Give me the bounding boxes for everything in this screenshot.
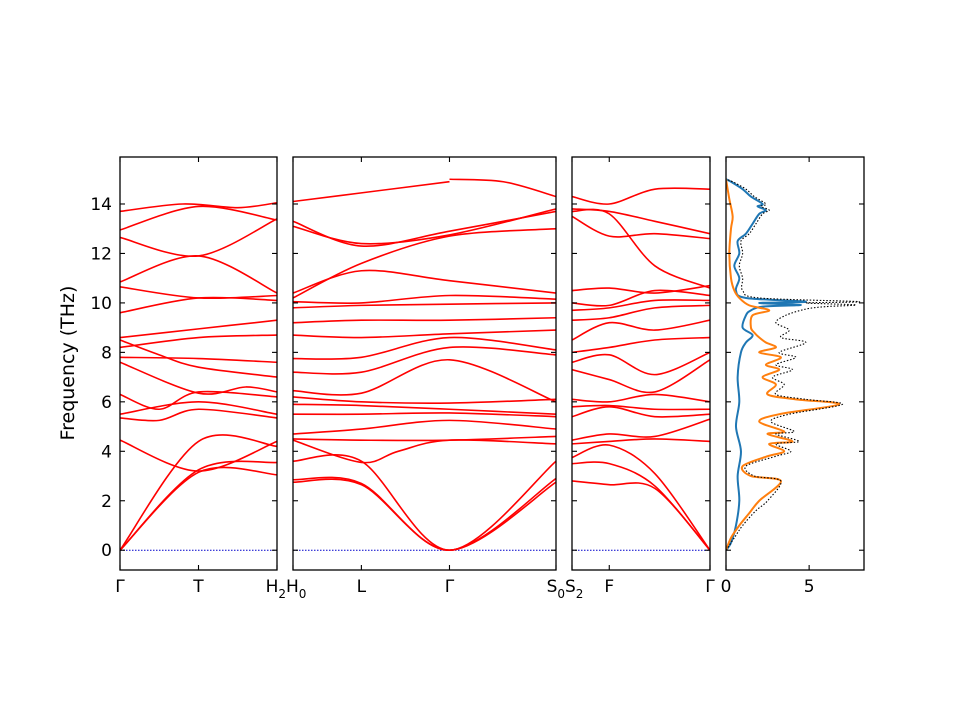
- phonon-band-10: [293, 358, 556, 403]
- phonon-band-8: [120, 361, 277, 395]
- y-axis-label: Frequency (THz): [57, 286, 79, 441]
- dos-curve-3: [726, 178, 860, 551]
- phonon-band-2: [293, 476, 556, 552]
- dos-curves: [726, 178, 860, 551]
- x-tick-label: H2: [266, 577, 286, 601]
- phonon-band-9: [293, 396, 556, 404]
- phonon-band-2: [572, 461, 710, 551]
- phonon-band-8: [293, 403, 556, 415]
- phonon-band-18: [572, 215, 710, 240]
- x-tick-label: L: [357, 577, 367, 597]
- band-lines: [120, 201, 277, 551]
- y-tick-label: 12: [90, 244, 112, 264]
- band-panels: 0 2 4 6 8 10 12 14 Γ T H2 H0 L Γ S0 S2 F Γ: [90, 156, 715, 601]
- phonon-band-16: [572, 284, 710, 294]
- phonon-band-22: [449, 178, 556, 198]
- phonon-band-13: [293, 329, 556, 339]
- phonon-band-5: [120, 408, 277, 422]
- band-panel-2: H0 L Γ S0: [286, 156, 565, 601]
- y-tick-label: 4: [101, 442, 112, 462]
- phonon-band-11: [293, 346, 556, 375]
- phonon-band-4: [120, 439, 277, 472]
- y-tick-label: 0: [101, 541, 112, 561]
- phonon-band-5: [293, 435, 556, 442]
- phonon-band-11: [572, 336, 710, 354]
- y-tick-label: 10: [90, 294, 112, 314]
- phonon-band-6: [293, 419, 556, 435]
- phonon-band-19: [572, 208, 710, 235]
- panel-frame: [292, 156, 557, 571]
- band-lines: [572, 187, 710, 551]
- dos-frame: [725, 156, 865, 571]
- x-tick-label: Γ: [115, 577, 125, 597]
- phonon-band-13: [572, 304, 710, 322]
- dos-curve-2: [726, 179, 841, 551]
- phonon-band-9: [572, 359, 710, 394]
- phonon-band-6: [572, 405, 710, 418]
- phonon-band-3: [120, 434, 277, 551]
- phonon-band-17: [120, 205, 277, 231]
- phonon-band-7: [120, 390, 277, 411]
- phonon-band-3: [572, 444, 710, 551]
- phonon-band-12: [293, 336, 556, 360]
- phonon-band-9: [120, 356, 277, 364]
- phonon-band-20: [572, 187, 710, 205]
- phonon-band-10: [572, 351, 710, 376]
- phonon-band-2: [120, 460, 277, 551]
- phonon-band-10: [120, 334, 277, 349]
- phonon-band-16: [293, 294, 556, 304]
- x-tick-label: H0: [286, 577, 306, 601]
- y-tick-label: 2: [101, 492, 112, 512]
- phonon-band-14: [572, 299, 710, 312]
- phonon-band-5: [572, 418, 710, 441]
- phonon-band-11: [120, 339, 277, 378]
- y-tick-label: 14: [90, 195, 112, 215]
- phonon-band-18: [120, 201, 277, 213]
- y-tick-label: 8: [101, 343, 112, 363]
- phonon-band-20: [293, 208, 556, 245]
- phonon-band-8: [572, 393, 710, 403]
- phonon-band-21: [293, 180, 450, 203]
- x-tick-label: S0: [547, 577, 565, 601]
- x-tick-label: S2: [565, 577, 583, 601]
- x-tick-label: Γ: [705, 577, 715, 597]
- phonon-band-12: [120, 319, 277, 339]
- dos-x-tick-label: 5: [804, 577, 815, 597]
- dos-x-tick-label: 0: [721, 577, 732, 597]
- x-tick-label: Γ: [445, 577, 455, 597]
- phonon-band-18: [293, 227, 556, 299]
- phonon-band-7: [572, 404, 710, 411]
- phonon-band-4: [293, 439, 556, 464]
- phonon-band-14: [120, 286, 277, 300]
- phonon-band-15: [293, 302, 556, 309]
- phonon-band-12: [572, 319, 710, 341]
- band-panel-3: S2 F Γ: [565, 156, 715, 601]
- phonon-band-4: [572, 438, 710, 445]
- phonon-band-14: [293, 316, 556, 324]
- y-tick-label: 6: [101, 393, 112, 413]
- phonon-band-16: [120, 218, 277, 258]
- phonon-band-6: [120, 401, 277, 415]
- band-panel-1: 0 2 4 6 8 10 12 14 Γ T H2: [90, 156, 286, 601]
- panel-frame: [571, 156, 711, 571]
- phonon-band-7: [293, 412, 556, 418]
- band-lines: [293, 178, 556, 552]
- phonon-band-15: [572, 289, 710, 307]
- x-tick-label: T: [192, 577, 204, 597]
- dos-curve-1: [726, 178, 807, 551]
- x-tick-label: F: [604, 577, 614, 597]
